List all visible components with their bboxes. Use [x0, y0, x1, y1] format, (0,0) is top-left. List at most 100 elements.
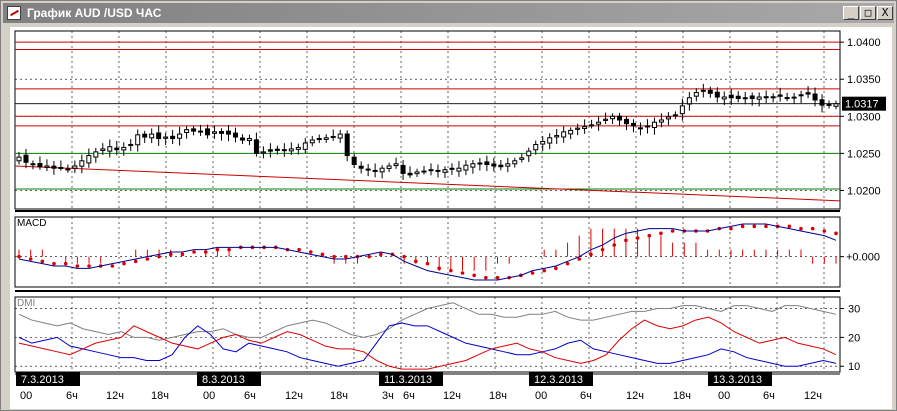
chart-canvas[interactable]: MACD DMI 1.04001.03501.03001.02501.02001…: [10, 27, 892, 409]
dmi-di-minus-line: [18, 316, 837, 370]
chart-icon: [7, 6, 21, 20]
candle-body: [442, 169, 448, 173]
macd-tick-label: +0.000: [846, 252, 880, 264]
candle-body: [554, 135, 560, 138]
candle-body: [86, 155, 92, 164]
last-price-tag: [842, 96, 886, 111]
macd-signal-dot: [810, 226, 815, 231]
candle-body: [728, 94, 734, 99]
candle-body: [58, 166, 64, 169]
candle-body: [23, 154, 29, 163]
maximize-button[interactable]: □: [860, 6, 876, 20]
candle-body: [93, 151, 99, 158]
macd-signal-dot: [659, 231, 663, 236]
candle-body: [484, 161, 490, 165]
price-frame: [14, 30, 841, 210]
macd-signal-dot: [332, 254, 336, 259]
candle-body: [393, 163, 399, 167]
macd-signal-dot: [28, 257, 33, 261]
trend-line: [14, 165, 841, 202]
candle-body: [589, 124, 595, 127]
macd-signal-dot: [168, 252, 173, 257]
candle-body: [749, 95, 755, 99]
candle-body: [610, 115, 616, 120]
date-tag: [16, 372, 80, 386]
candle-body: [323, 137, 329, 140]
candle-body: [512, 160, 518, 165]
macd-panel: MACD: [17, 218, 838, 281]
candle-body: [253, 139, 259, 154]
date-label: 7.3.2013: [21, 374, 64, 386]
macd-signal-dot: [834, 231, 838, 236]
macd-signal-dot: [122, 261, 126, 266]
macd-signal-dot: [402, 254, 406, 259]
candle-body: [128, 143, 134, 147]
candle-body: [142, 133, 148, 138]
x-axis: 7.3.2013 8.3.2013 11.3.2013 12.3.2013 13.3.2…: [15, 372, 840, 402]
chart-background: [10, 27, 892, 409]
dmi-title: DMI: [17, 298, 35, 309]
date-label: 11.3.2013: [384, 374, 432, 386]
candle-body: [407, 172, 413, 176]
hour-label: 18ч: [151, 390, 169, 402]
candle-body: [819, 99, 825, 106]
candle-body: [51, 165, 57, 169]
minimize-button[interactable]: _: [843, 6, 859, 20]
dmi-di-plus-line: [18, 322, 837, 367]
date-label: 13.3.2013: [713, 374, 762, 386]
macd-signal-dot: [554, 266, 558, 271]
candle-body: [735, 95, 741, 99]
candle-body: [805, 92, 811, 95]
candle-body: [812, 93, 818, 101]
macd-signal-dot: [308, 250, 313, 254]
date-tag: [529, 372, 593, 386]
candle-body: [449, 167, 455, 170]
candle-body: [470, 163, 476, 168]
candle-body: [274, 148, 280, 151]
hour-label: 00: [203, 390, 215, 402]
hour-label: 12ч: [626, 390, 644, 402]
candle-body: [239, 137, 245, 141]
date-tag: [708, 372, 772, 386]
candle-body: [365, 168, 371, 171]
candle-body: [686, 97, 692, 105]
price-tick-label: 1.0200: [847, 185, 881, 197]
price-tick-label: 1.0400: [847, 37, 881, 49]
hour-label: 12ч: [443, 390, 461, 402]
candle-body: [428, 169, 434, 172]
date-label: 8.3.2013: [202, 374, 245, 386]
macd-signal-dot: [449, 268, 453, 273]
candle-body: [624, 118, 630, 125]
macd-signal-dot: [17, 254, 21, 259]
candle-body: [721, 96, 727, 100]
candle-body: [351, 156, 357, 165]
candle-body: [526, 150, 532, 157]
candle-body: [316, 138, 322, 141]
price-tick-label: 1.0250: [847, 148, 881, 160]
chart-area[interactable]: MACD DMI 1.0400 1.0350 1.0300 1.0250 1.0200 1…: [10, 27, 892, 409]
dmi-adx-line: [18, 302, 837, 341]
date-tag: [197, 372, 261, 386]
macd-signal-dot: [414, 259, 418, 264]
macd-signal-dot: [764, 224, 768, 229]
candle-body: [582, 126, 588, 129]
candle-body: [540, 141, 546, 145]
title-bar[interactable]: График AUD /USD ЧАС _ □ X: [3, 3, 894, 23]
candle-body: [37, 162, 43, 168]
macd-signal-dot: [577, 257, 582, 261]
candle-body: [505, 163, 511, 167]
macd-signal-dot: [227, 247, 231, 252]
hour-label: 00: [718, 390, 730, 402]
macd-signal-dot: [600, 247, 605, 252]
macd-signal-dot: [437, 266, 441, 271]
hour-label: 18ч: [330, 390, 348, 402]
candle-body: [603, 118, 609, 121]
candle-body: [742, 97, 748, 100]
hour-label: 12ч: [106, 390, 124, 402]
close-button[interactable]: X: [877, 6, 893, 20]
candle-body: [107, 146, 113, 152]
dmi-tick-label: 30: [848, 304, 860, 316]
hour-label: 6ч: [403, 390, 415, 402]
candle-body: [100, 148, 106, 151]
candle-body: [30, 163, 36, 166]
